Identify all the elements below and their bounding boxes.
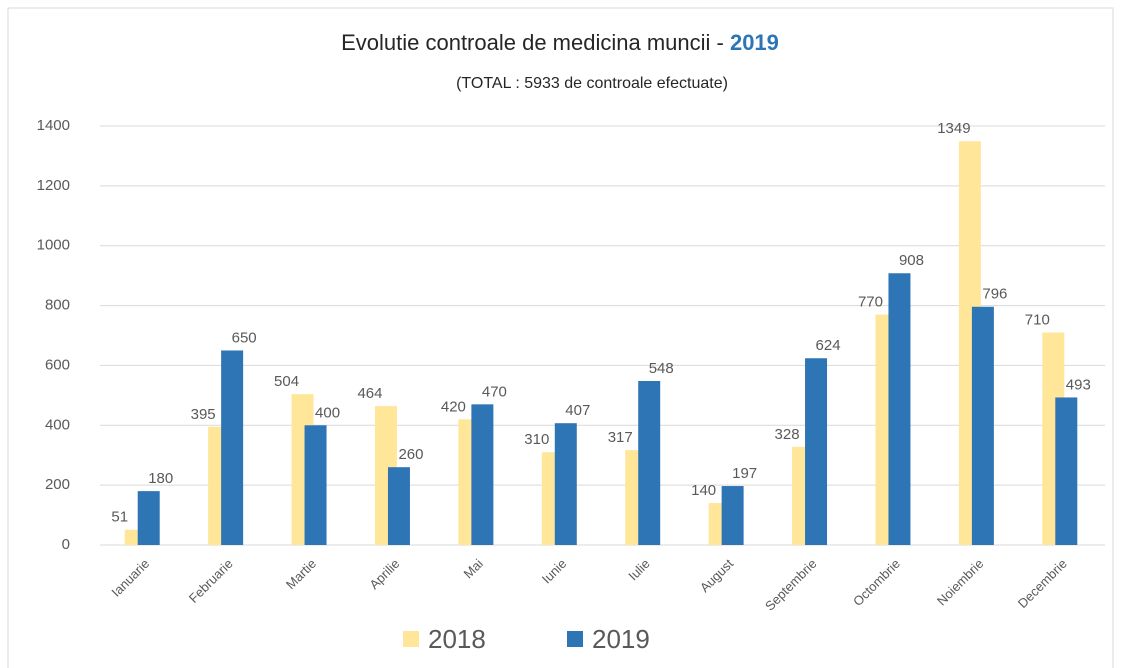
bar — [638, 380, 661, 545]
x-tick-label: Iulie — [625, 556, 652, 583]
data-label: 180 — [148, 470, 173, 487]
bar — [721, 486, 744, 545]
data-label: 395 — [191, 406, 216, 423]
data-label: 504 — [274, 373, 299, 390]
bar — [805, 358, 828, 545]
bar — [888, 273, 911, 545]
y-tick-label: 200 — [45, 476, 70, 493]
bar — [554, 423, 577, 545]
data-label: 710 — [1025, 311, 1050, 328]
title-year: 2019 — [730, 30, 779, 55]
bar — [221, 350, 244, 545]
x-tick-label: Aprilie — [366, 556, 402, 592]
x-tick-label: Decembrie — [1015, 556, 1070, 611]
data-label: 260 — [398, 446, 423, 463]
y-tick-label: 1200 — [37, 177, 70, 194]
bar — [137, 491, 160, 545]
data-label: 624 — [816, 337, 841, 354]
x-tick-label: Octombrie — [850, 556, 903, 609]
legend-swatch — [403, 631, 419, 647]
x-tick-label: Mai — [461, 556, 486, 581]
x-tick-label: Martie — [283, 556, 319, 592]
x-tick-label: August — [697, 556, 736, 595]
data-label: 197 — [732, 465, 757, 482]
data-label: 140 — [691, 482, 716, 499]
legend-swatch — [567, 631, 583, 647]
data-label: 1349 — [937, 120, 970, 137]
data-label: 310 — [524, 431, 549, 448]
x-tick-label: Ianuarie — [108, 556, 152, 600]
bar — [471, 404, 494, 545]
data-label: 317 — [608, 429, 633, 446]
legend-label: 2018 — [428, 624, 486, 654]
data-label: 328 — [775, 426, 800, 443]
legend-label: 2019 — [592, 624, 650, 654]
data-label: 420 — [441, 398, 466, 415]
chart-title: Evolutie controale de medicina muncii - … — [341, 30, 779, 55]
data-label: 908 — [899, 252, 924, 269]
chart-subtitle: (TOTAL : 5933 de controale efectuate) — [456, 75, 728, 92]
title-text: Evolutie controale de medicina muncii - — [341, 30, 730, 55]
y-tick-label: 0 — [62, 536, 70, 553]
data-label: 51 — [111, 509, 128, 526]
y-tick-label: 1000 — [37, 237, 70, 254]
y-tick-label: 600 — [45, 356, 70, 373]
y-tick-label: 800 — [45, 297, 70, 314]
data-label: 548 — [649, 360, 674, 377]
bar — [304, 425, 327, 545]
data-label: 770 — [858, 294, 883, 311]
x-tick-label: Septembrie — [762, 556, 820, 614]
bar — [387, 467, 410, 545]
data-label: 464 — [357, 385, 382, 402]
x-tick-label: Noiembrie — [934, 556, 987, 609]
y-tick-label: 1400 — [37, 117, 70, 134]
bar — [1055, 397, 1078, 545]
x-tick-label: Februarie — [186, 556, 236, 606]
data-label: 493 — [1066, 376, 1091, 393]
data-label: 400 — [315, 404, 340, 421]
bar — [971, 306, 994, 545]
data-label: 470 — [482, 383, 507, 400]
data-label: 796 — [982, 286, 1007, 303]
data-label: 650 — [232, 329, 257, 346]
y-tick-label: 400 — [45, 416, 70, 433]
data-label: 407 — [565, 402, 590, 419]
x-tick-label: Iunie — [539, 556, 570, 587]
chart-frame — [7, 7, 1114, 668]
